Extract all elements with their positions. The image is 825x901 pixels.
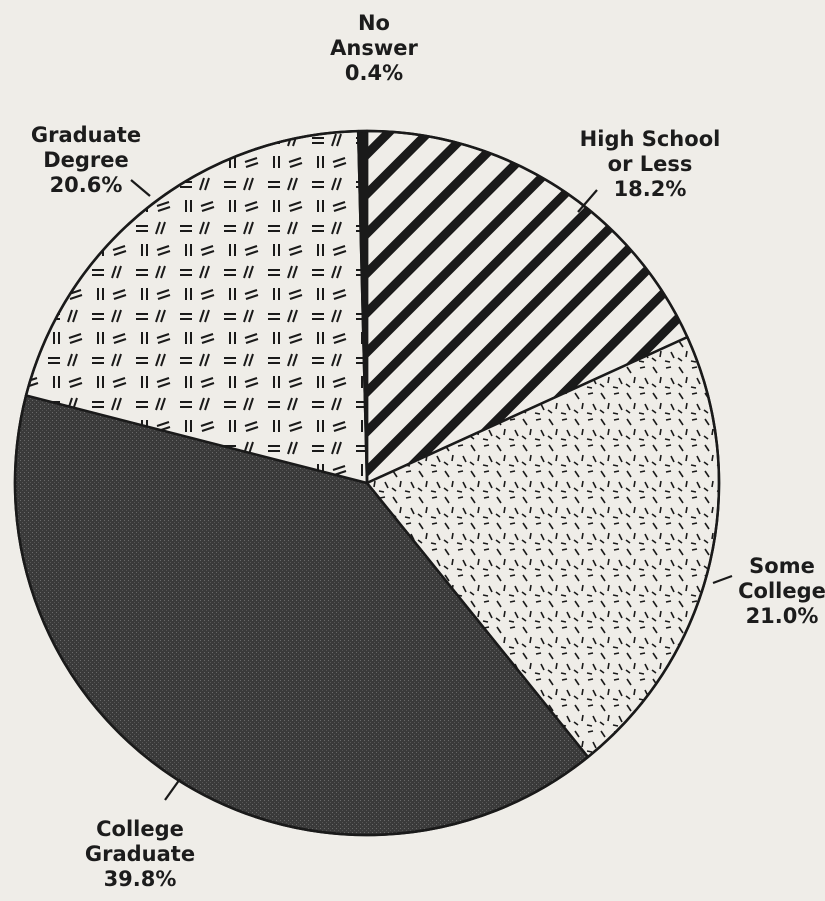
pie-outline [13, 129, 721, 837]
slice-name-line: College [96, 817, 184, 841]
slice-name-line: No [358, 11, 390, 35]
slice-label-4: No Answer 0.4% [330, 11, 418, 85]
slice-percent: 20.6% [50, 173, 123, 197]
slice-percent: 39.8% [104, 867, 177, 891]
slice-name-line: Degree [43, 148, 129, 172]
leader-line-3 [130, 179, 151, 197]
slice-name-line: Graduate [85, 842, 195, 866]
leader-line-1 [712, 574, 733, 585]
slice-percent: 21.0% [746, 604, 819, 628]
slice-name-line: College [738, 579, 825, 603]
slice-label-3: Graduate Degree 20.6% [31, 123, 141, 197]
leader-line-2 [164, 778, 181, 801]
slice-name-line: Answer [330, 36, 418, 60]
slice-label-2: College Graduate 39.8% [85, 817, 195, 891]
slice-percent: 0.4% [345, 61, 403, 85]
slice-name-line: or Less [608, 152, 693, 176]
slice-name-line: High School [580, 127, 721, 151]
slice-label-0: High School or Less 18.2% [580, 127, 721, 201]
slice-percent: 18.2% [614, 177, 687, 201]
slice-name-line: Some [749, 554, 815, 578]
leader-line-0 [577, 189, 598, 213]
slice-name-line: Graduate [31, 123, 141, 147]
slice-label-1: Some College 21.0% [738, 554, 825, 628]
